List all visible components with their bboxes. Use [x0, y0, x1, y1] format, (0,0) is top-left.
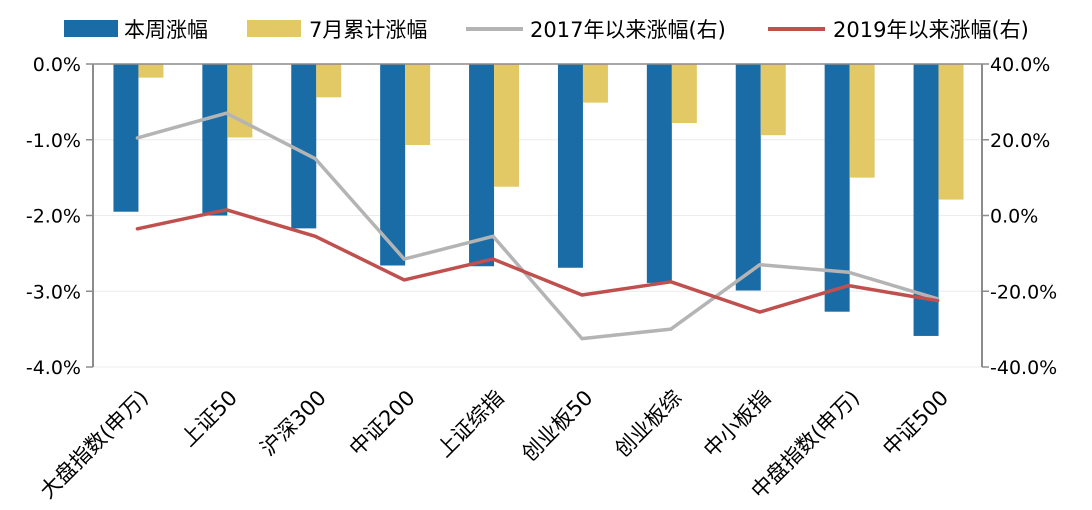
bar-weekly-7: [735, 64, 761, 291]
line-series-2017: [135, 111, 940, 341]
category-label: 中证200: [345, 386, 420, 461]
bar-july-5: [582, 64, 608, 103]
right-tick-label: 0.0%: [990, 206, 1038, 228]
bar-weekly-4: [469, 64, 495, 267]
line-series-2019: [135, 208, 940, 314]
right-tick-label: -40.0%: [990, 357, 1057, 379]
category-label: 中证500: [878, 386, 953, 461]
bar-weekly-0: [113, 64, 139, 212]
right-tick-label: 40.0%: [990, 54, 1050, 76]
category-label: 上证50: [176, 386, 242, 452]
right-tick-label: -20.0%: [990, 281, 1057, 303]
category-label: 大盘指数(申万): [35, 386, 153, 504]
bar-july-4: [494, 64, 520, 187]
category-label: 创业板综: [610, 386, 686, 462]
bar-weekly-8: [824, 64, 850, 312]
legend: 本周涨幅 7月累计涨幅 2017年以来涨幅(右) 2019年以来涨幅(右): [64, 18, 1029, 42]
right-tick-label: 20.0%: [990, 130, 1050, 152]
legend-label: 2017年以来涨幅(右): [530, 18, 726, 42]
legend-swatch: [247, 20, 301, 37]
bar-weekly-5: [557, 64, 583, 268]
legend-label: 7月累计涨幅: [309, 18, 427, 42]
category-label: 沪深300: [256, 386, 331, 461]
legend-label: 本周涨幅: [124, 18, 208, 42]
line-marks: [135, 111, 940, 341]
bar-july-8: [849, 64, 875, 178]
legend-label: 2019年以来涨幅(右): [833, 18, 1029, 42]
bar-july-2: [316, 64, 342, 98]
bar-july-0: [138, 64, 164, 78]
bar-weekly-3: [380, 64, 406, 266]
bar-weekly-2: [291, 64, 317, 229]
category-label: 上证综指: [432, 386, 508, 462]
bar-july-3: [405, 64, 431, 146]
bar-july-7: [760, 64, 786, 136]
category-label: 创业板50: [517, 386, 597, 466]
bar-weekly-6: [646, 64, 672, 283]
left-tick-label: -3.0%: [26, 281, 81, 303]
left-tick-label: -1.0%: [26, 130, 81, 152]
category-label: 中小板指: [699, 386, 775, 462]
left-tick-label: -2.0%: [26, 206, 81, 228]
left-tick-label: 0.0%: [33, 54, 81, 76]
bar-july-9: [938, 64, 964, 200]
bar-weekly-1: [202, 64, 228, 216]
left-tick-label: -4.0%: [26, 357, 81, 379]
bar-july-6: [671, 64, 697, 124]
bar-weekly-9: [913, 64, 939, 336]
legend-swatch: [64, 20, 118, 37]
bar-marks: [113, 64, 964, 336]
